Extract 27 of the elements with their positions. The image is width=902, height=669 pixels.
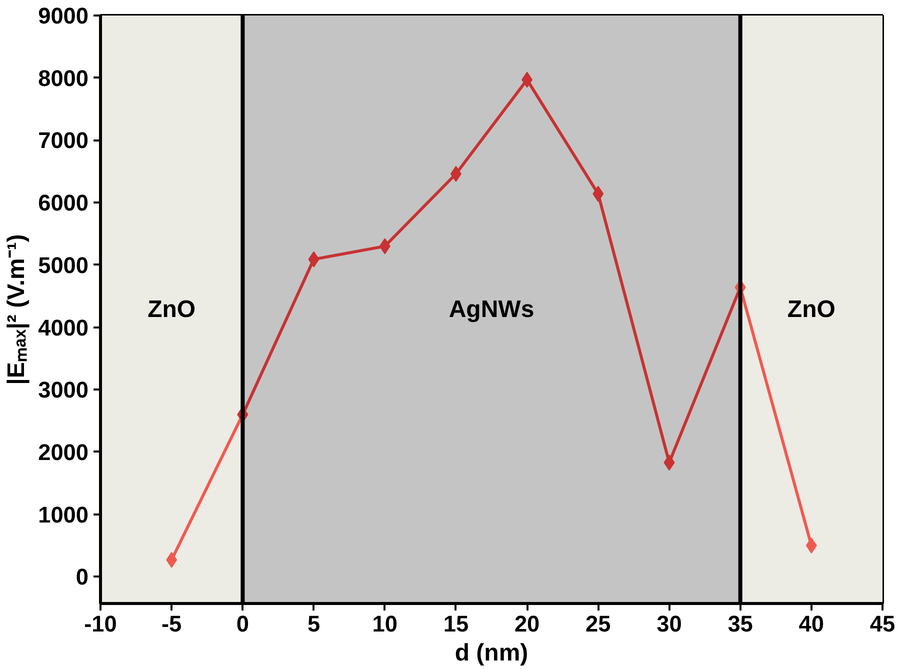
x-tick-label: 20 — [514, 610, 540, 636]
y-tick-label: 1000 — [38, 501, 89, 528]
band-label: ZnO — [148, 296, 196, 323]
x-tick-label: 30 — [656, 610, 682, 636]
x-tick-label: 25 — [586, 610, 611, 636]
x-tick-label: 35 — [728, 610, 753, 636]
y-tick-label: 7000 — [38, 127, 89, 154]
x-tick-label: 5 — [307, 610, 320, 636]
x-tick-label: 45 — [870, 610, 896, 636]
y-axis-title: |Eₘₐₓ|² (V.m⁻¹) — [3, 234, 30, 385]
y-tick-label: 6000 — [38, 190, 89, 216]
band-label: ZnO — [787, 296, 836, 323]
y-tick-label: 0 — [76, 564, 89, 590]
x-tick-label: 40 — [798, 610, 824, 636]
y-tick-label: 5000 — [38, 252, 89, 278]
x-tick-label: 15 — [443, 610, 469, 636]
y-tick-label: 8000 — [38, 64, 89, 91]
band-label: AgNWs — [448, 296, 534, 323]
y-tick-label: 9000 — [38, 2, 89, 28]
x-tick-label: -10 — [84, 610, 117, 636]
x-tick-label: -5 — [162, 610, 182, 636]
y-tick-label: 3000 — [38, 376, 89, 403]
x-tick-label: 0 — [236, 610, 249, 636]
y-tick-label: 4000 — [38, 314, 89, 340]
x-axis-title: d (nm) — [454, 640, 528, 666]
y-tick-label: 2000 — [38, 438, 89, 465]
x-tick-label: 10 — [372, 610, 398, 636]
